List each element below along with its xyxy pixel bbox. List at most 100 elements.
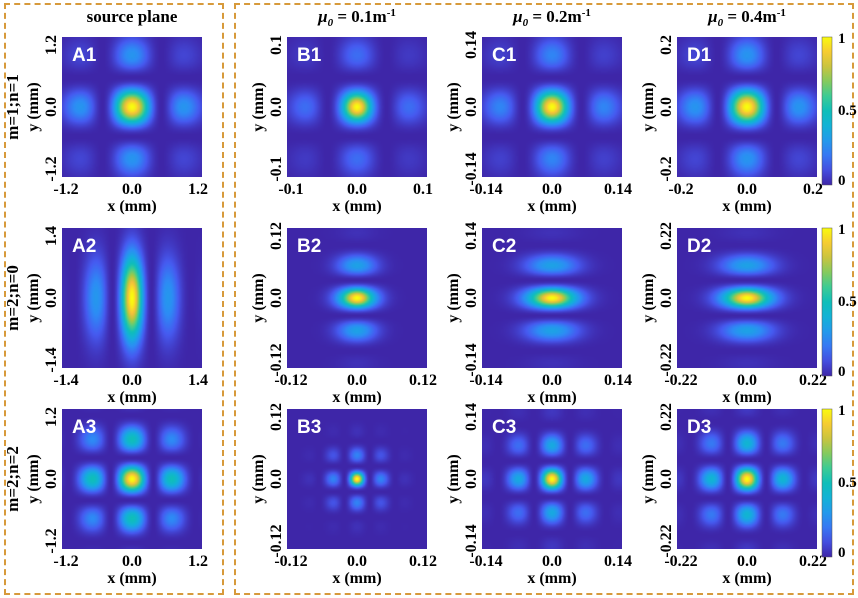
y-tick-label: -0.12 [268,343,285,376]
x-tick-label: 0.22 [799,553,827,570]
x-axis-label: x (mm) [107,389,156,406]
source-plane-frame [4,3,224,595]
x-tick-label: 0.2 [803,181,823,198]
colorbar-gradient [821,227,833,377]
y-tick-label: 0.22 [658,222,675,250]
y-tick-label: -0.2 [658,156,675,181]
x-tick-label: -1.2 [53,553,78,570]
y-axis-label: y (mm) [250,454,267,503]
panel-B3: B3 -0.12 0.0 0.12 x (mm) 0.12 0.0 -0.12 y (mm) [250,403,437,587]
panel-label: B3 [297,417,321,438]
x-tick-label: 0.12 [409,372,437,389]
x-axis-label: x (mm) [527,389,576,406]
panel-A2: A2 -1.4 0.0 1.4 x (mm) 1.4 0.0 -1.4 y (mm) [25,226,208,406]
y-tick-label: 0.0 [463,469,480,489]
panel-label: B1 [297,45,322,66]
x-axis-label: x (mm) [332,198,381,215]
y-tick-label: 0.2 [658,35,675,55]
y-tick-label: -0.22 [658,343,675,376]
y-tick-label: -0.22 [658,524,675,557]
x-axis-label: x (mm) [722,389,771,406]
x-tick-label: -1.4 [53,372,78,389]
y-tick-label: 0.0 [463,97,480,117]
colorbar-tick-label: 1 [838,222,846,238]
x-tick-label: -0.1 [278,181,303,198]
y-tick-label: 0.12 [268,222,285,250]
y-tick-label: 0.12 [268,403,285,431]
y-tick-label: -0.12 [268,524,285,557]
x-tick-label: 0.0 [122,181,142,198]
colorbar-tick-label: 0 [838,173,846,189]
column-header-D: μ0 = 0.4m-1 [707,7,786,29]
y-axis-label: y (mm) [25,82,42,131]
colorbar-tick-label: 0.5 [838,103,857,119]
x-tick-label: 0.12 [409,553,437,570]
y-tick-label: 0.0 [658,288,675,308]
y-tick-label: 0.0 [658,97,675,117]
panel-D2: D2 -0.22 0.0 0.22 x (mm) 0.22 0.0 -0.22 y (mm) [640,222,827,406]
x-axis-label: x (mm) [107,198,156,215]
colorbar-tick-label: 0 [838,364,846,380]
x-axis-label: x (mm) [722,570,771,587]
y-tick-label: 1.2 [43,407,60,427]
panel-B1: B1 -0.1 0.0 0.1 x (mm) 0.1 0.0 -0.1 y (mm) [250,35,433,215]
y-tick-label: 0.0 [43,469,60,489]
panel-label: C3 [492,417,516,438]
x-tick-label: -0.14 [469,181,502,198]
x-tick-label: 0.0 [347,372,367,389]
x-axis-label: x (mm) [332,389,381,406]
x-tick-label: 0.0 [737,372,757,389]
propagation-frame [234,3,854,595]
intensity-map [677,409,817,549]
colorbar-tick-label: 1 [838,31,846,47]
panel-label: D1 [687,45,712,66]
y-tick-label: -0.14 [463,152,480,185]
y-tick-label: 0.0 [658,469,675,489]
x-tick-label: 0.22 [799,372,827,389]
x-axis-label: x (mm) [332,570,381,587]
y-tick-label: 0.0 [268,97,285,117]
x-tick-label: 0.14 [604,181,632,198]
colorbar-row-3: 10.50 [821,403,857,561]
y-tick-label: -1.4 [43,347,60,372]
x-tick-label: -0.12 [274,553,307,570]
intensity-map [287,409,427,549]
x-tick-label: 1.2 [188,181,208,198]
colorbar-gradient [821,36,833,186]
x-tick-label: 0.0 [737,181,757,198]
y-tick-label: -0.14 [463,524,480,557]
panel-C1: C1 -0.14 0.0 0.14 x (mm) 0.14 0.0 -0.14 y (mm) [445,31,632,215]
panel-C2: C2 -0.14 0.0 0.14 x (mm) 0.14 0.0 -0.14 y (mm) [445,222,632,406]
x-tick-label: 0.0 [347,181,367,198]
x-tick-label: -1.2 [53,181,78,198]
y-axis-label: y (mm) [445,454,462,503]
y-tick-label: 0.0 [268,469,285,489]
x-axis-label: x (mm) [107,570,156,587]
panel-label: B2 [297,236,321,257]
colorbar-gradient [821,408,833,558]
y-tick-label: 0.14 [463,31,480,59]
panel-C3: C3 -0.14 0.0 0.14 x (mm) 0.14 0.0 -0.14 y (mm) [445,403,632,587]
x-tick-label: 0.1 [413,181,433,198]
y-tick-label: 0.0 [43,288,60,308]
x-tick-label: 0.0 [347,553,367,570]
y-tick-label: 1.2 [43,35,60,55]
y-axis-label: y (mm) [640,82,657,131]
intensity-map [677,37,817,177]
x-tick-label: -0.14 [469,372,502,389]
x-tick-label: 0.0 [542,372,562,389]
y-tick-label: -0.1 [268,156,285,181]
y-axis-label: y (mm) [250,82,267,131]
y-tick-label: 0.0 [43,97,60,117]
y-axis-label: y (mm) [445,273,462,322]
y-tick-label: -1.2 [43,156,60,181]
panel-label: C2 [492,236,516,257]
x-tick-label: -0.14 [469,553,502,570]
x-tick-label: 1.4 [188,372,208,389]
intensity-map [482,37,622,177]
y-tick-label: 0.14 [463,222,480,250]
y-tick-label: 1.4 [43,226,60,246]
row-label-3: m=2;n=2 [3,446,22,512]
x-tick-label: 0.0 [737,553,757,570]
intensity-map [287,228,427,368]
